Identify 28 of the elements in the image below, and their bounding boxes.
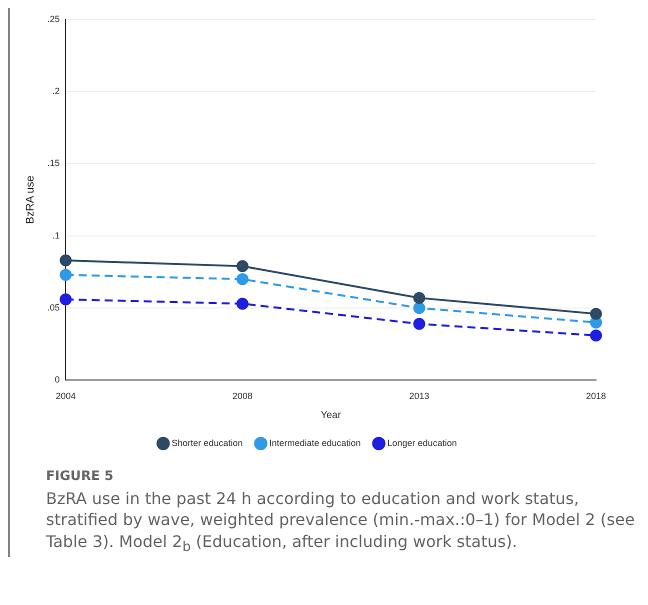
point [236, 273, 248, 286]
text: BzRA use in the past 24 h according to education and work status, stratified by wave, weighted prevalence (min.-max.:0–1) for Model 2 (see Table 3). Model 2$_{b}$ (Education, after including work status). [45, 488, 636, 557]
legend-label: Intermediate education [269, 438, 361, 448]
y-tick-label: .2 [52, 86, 60, 96]
point [60, 254, 72, 266]
point [413, 292, 426, 304]
y-tick-label: .25 [47, 14, 60, 24]
y-tick-label: .15 [47, 158, 60, 168]
point [236, 298, 248, 310]
x-tick-label: 2004 [56, 391, 76, 402]
point [60, 268, 72, 281]
point [590, 308, 602, 320]
legend-label: Longer education [387, 438, 457, 448]
point [413, 318, 426, 330]
x-axis-title: Year [320, 410, 342, 421]
y-tick-label: .1 [52, 230, 60, 240]
x-tick-label: 2008 [232, 391, 252, 402]
caption: FIGURE 5 [45, 468, 114, 486]
point [60, 293, 72, 306]
point [236, 260, 248, 272]
y-tick-label: .05 [47, 302, 60, 313]
y-tick-label: 0 [54, 374, 60, 385]
point [413, 302, 426, 314]
point [590, 329, 602, 342]
x-tick-label: 2018 [586, 391, 606, 402]
y-axis-title: BzRA use [24, 176, 37, 224]
legend-label: Shorter education [172, 438, 243, 448]
x-tick-label: 2013 [409, 391, 430, 402]
